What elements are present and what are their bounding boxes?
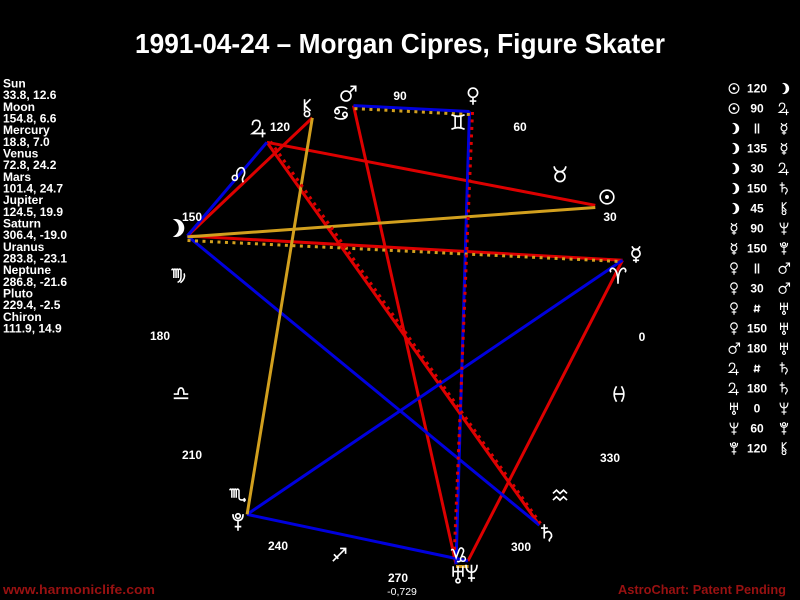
svg-text:286.8, -21.6: 286.8, -21.6 bbox=[3, 275, 67, 289]
svg-text:30: 30 bbox=[750, 162, 764, 176]
svg-text:111.9, 14.9: 111.9, 14.9 bbox=[3, 322, 62, 336]
svg-text:Moon: Moon bbox=[3, 100, 35, 114]
svg-text:306.4, -19.0: 306.4, -19.0 bbox=[3, 228, 67, 242]
svg-text:AstroChart: Patent Pending: AstroChart: Patent Pending bbox=[618, 583, 786, 597]
svg-text:330: 330 bbox=[600, 451, 620, 465]
svg-text:120: 120 bbox=[270, 120, 290, 134]
svg-text:60: 60 bbox=[750, 422, 764, 436]
svg-text:240: 240 bbox=[268, 539, 288, 553]
svg-text:124.5, 19.9: 124.5, 19.9 bbox=[3, 205, 63, 219]
svg-text:Sun: Sun bbox=[3, 77, 26, 91]
svg-text:90: 90 bbox=[750, 102, 764, 116]
svg-text:72.8, 24.2: 72.8, 24.2 bbox=[3, 158, 57, 172]
svg-text:60: 60 bbox=[513, 120, 527, 134]
svg-text:270: 270 bbox=[388, 571, 408, 585]
svg-text:210: 210 bbox=[182, 448, 202, 462]
svg-text:Chiron: Chiron bbox=[3, 310, 42, 324]
svg-text:150: 150 bbox=[182, 210, 202, 224]
svg-text:18.8, 7.0: 18.8, 7.0 bbox=[3, 135, 50, 149]
svg-text:101.4, 24.7: 101.4, 24.7 bbox=[3, 182, 63, 196]
svg-text:-0,729: -0,729 bbox=[387, 586, 417, 598]
svg-text:180: 180 bbox=[747, 342, 767, 356]
svg-text:180: 180 bbox=[747, 382, 767, 396]
svg-text:150: 150 bbox=[747, 182, 767, 196]
svg-text:30: 30 bbox=[750, 282, 764, 296]
svg-text:154.8, 6.6: 154.8, 6.6 bbox=[3, 112, 57, 126]
svg-text:90: 90 bbox=[750, 222, 764, 236]
svg-text:45: 45 bbox=[750, 202, 764, 216]
svg-text:0: 0 bbox=[639, 330, 646, 344]
svg-text:283.8, -23.1: 283.8, -23.1 bbox=[3, 252, 67, 266]
svg-text:Saturn: Saturn bbox=[3, 217, 41, 231]
svg-text:150: 150 bbox=[747, 322, 767, 336]
svg-text:120: 120 bbox=[747, 82, 767, 96]
svg-text:Venus: Venus bbox=[3, 147, 39, 161]
svg-text:120: 120 bbox=[747, 442, 767, 456]
svg-text:Uranus: Uranus bbox=[3, 240, 45, 254]
svg-text:Jupiter: Jupiter bbox=[3, 193, 43, 207]
svg-text:www.harmoniclife.com: www.harmoniclife.com bbox=[2, 583, 155, 597]
svg-text:229.4, -2.5: 229.4, -2.5 bbox=[3, 298, 61, 312]
svg-text:0: 0 bbox=[754, 402, 761, 416]
svg-text:33.8, 12.6: 33.8, 12.6 bbox=[3, 88, 57, 102]
svg-text:Neptune: Neptune bbox=[3, 263, 51, 277]
svg-text:180: 180 bbox=[150, 329, 170, 343]
svg-text:90: 90 bbox=[393, 89, 407, 103]
svg-text:Mercury: Mercury bbox=[3, 123, 50, 137]
svg-text:150: 150 bbox=[747, 242, 767, 256]
svg-text:300: 300 bbox=[511, 540, 531, 554]
svg-text:Mars: Mars bbox=[3, 170, 31, 184]
svg-text:30: 30 bbox=[603, 210, 617, 224]
svg-text:Pluto: Pluto bbox=[3, 287, 33, 301]
svg-text:135: 135 bbox=[747, 142, 767, 156]
svg-text:1991-04-24 – Morgan Cipres, Fi: 1991-04-24 – Morgan Cipres, Figure Skate… bbox=[135, 28, 665, 59]
